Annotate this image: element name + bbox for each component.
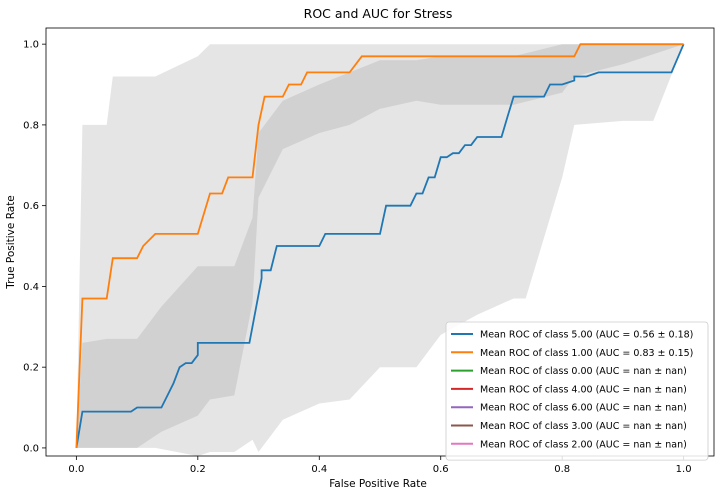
legend-entry: Mean ROC of class 0.00 (AUC = nan ± nan) (480, 366, 687, 377)
std-band-0 (76, 44, 684, 456)
legend-entry: Mean ROC of class 4.00 (AUC = nan ± nan) (480, 384, 687, 395)
roc-line-1 (75, 43, 684, 448)
y-tick-label: 0.6 (23, 201, 39, 212)
x-tick-label: 0.8 (554, 464, 570, 475)
legend: Mean ROC of class 5.00 (AUC = 0.56 ± 0.1… (445, 321, 709, 461)
x-tick-label: 0.4 (311, 464, 327, 475)
roc-line-0 (75, 43, 685, 449)
x-tick-label: 0.2 (190, 464, 206, 475)
x-tick-label: 0.0 (68, 464, 84, 475)
y-axis-label: True Positive Rate (5, 195, 17, 290)
x-tick-label: 0.6 (433, 464, 449, 475)
y-tick-label: 1.0 (23, 40, 39, 51)
legend-box (445, 321, 709, 461)
y-tick-label: 0.8 (23, 120, 39, 131)
y-tick-label: 0.2 (23, 363, 39, 374)
y-tick-label: 0.0 (23, 443, 39, 454)
y-axis: 0.0 0.2 0.4 0.6 0.8 1.0 (23, 40, 46, 454)
legend-entry: Mean ROC of class 5.00 (AUC = 0.56 ± 0.1… (480, 330, 693, 341)
x-axis-label: False Positive Rate (329, 478, 427, 490)
axes-frame (45, 27, 715, 457)
legend-entry: Mean ROC of class 1.00 (AUC = 0.83 ± 0.1… (480, 348, 693, 359)
legend-entry: Mean ROC of class 3.00 (AUC = nan ± nan) (480, 421, 687, 432)
std-band-1 (76, 44, 684, 448)
chart-title: ROC and AUC for Stress (304, 6, 453, 21)
x-tick-label: 1.0 (676, 464, 692, 475)
plot-area (75, 43, 685, 456)
y-tick-label: 0.4 (23, 282, 39, 293)
legend-entry: Mean ROC of class 6.00 (AUC = nan ± nan) (480, 403, 687, 414)
legend-entry: Mean ROC of class 2.00 (AUC = nan ± nan) (480, 439, 687, 450)
